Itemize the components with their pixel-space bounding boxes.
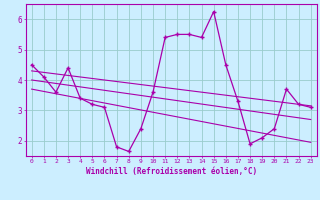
X-axis label: Windchill (Refroidissement éolien,°C): Windchill (Refroidissement éolien,°C) xyxy=(86,167,257,176)
